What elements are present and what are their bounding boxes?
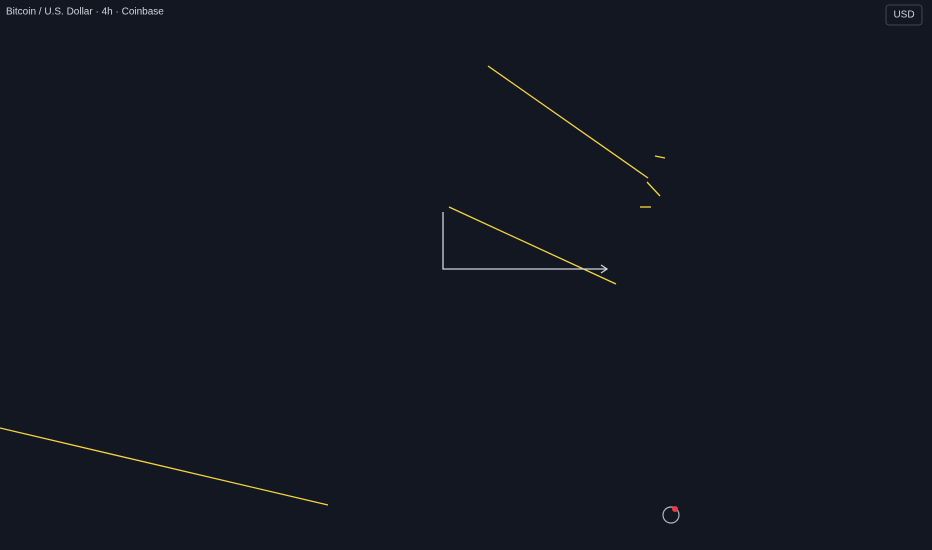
- symbol-title: Bitcoin / U.S. Dollar · 4h · Coinbase: [6, 7, 164, 18]
- trend-line: [487, 65, 649, 179]
- price-axis: [884, 0, 932, 550]
- trend-line: [448, 206, 617, 285]
- arrow-head: [600, 264, 609, 274]
- drawings: [0, 65, 666, 506]
- currency-button[interactable]: [885, 4, 923, 26]
- logo: [662, 506, 680, 524]
- trend-line: [0, 427, 329, 506]
- trend-line: [646, 181, 661, 197]
- arrow-line: [442, 212, 607, 270]
- trend-line: [654, 155, 666, 159]
- currency[interactable]: USD: [893, 10, 914, 21]
